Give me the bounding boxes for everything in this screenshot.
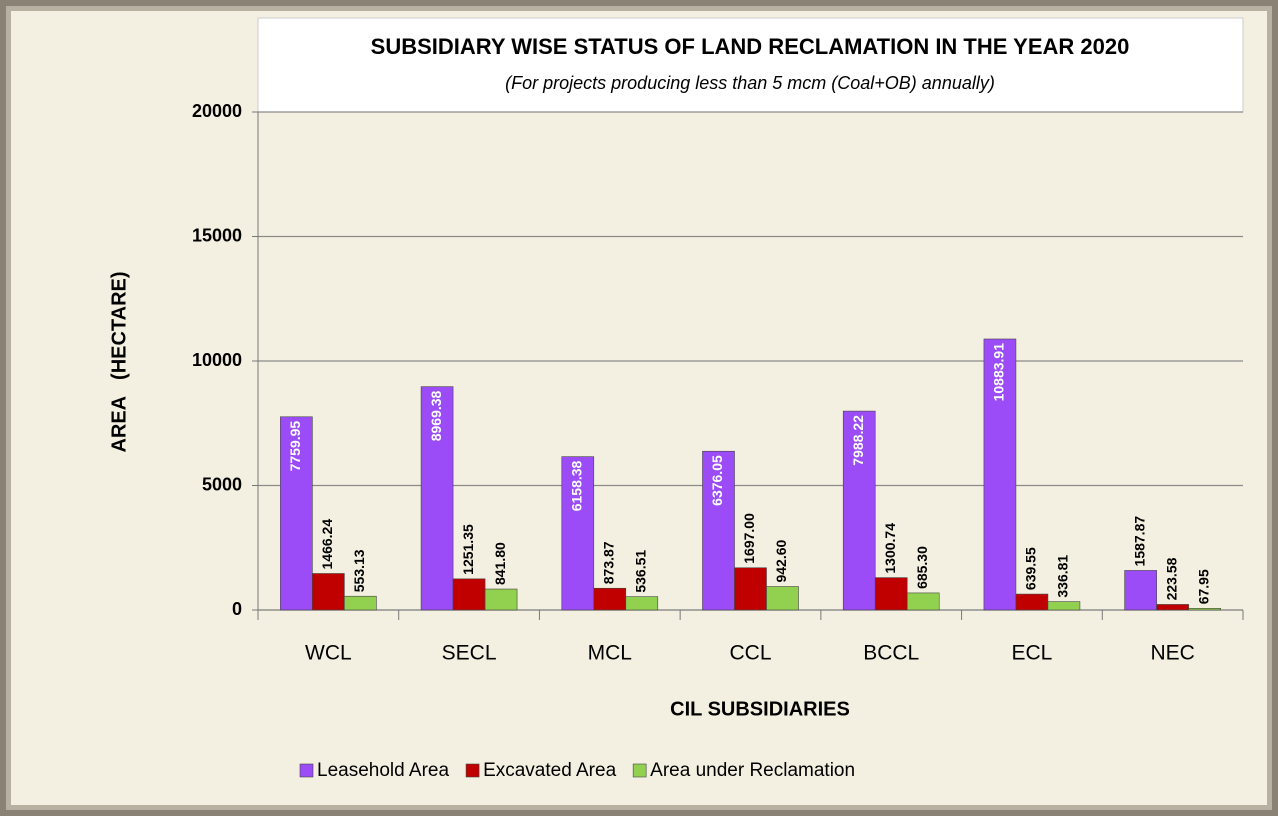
bar (983, 338, 1017, 611)
bar (484, 588, 518, 611)
legend-swatch (465, 763, 480, 778)
bar (280, 416, 313, 611)
value-label: 7988.22 (850, 415, 866, 466)
chart-background (11, 11, 1267, 805)
value-label: 6158.38 (568, 460, 584, 511)
bar (842, 410, 876, 611)
legend-label: Area under Reclamation (650, 760, 855, 781)
value-label: 336.81 (1055, 555, 1071, 598)
value-label: 841.80 (492, 542, 508, 585)
x-tick-label: CCL (729, 642, 771, 665)
bar (312, 573, 345, 611)
x-axis-title: CIL SUBSIDIARIES (670, 698, 850, 720)
y-tick-label: 10000 (192, 350, 242, 370)
value-label: 6376.05 (709, 455, 725, 506)
value-label: 67.95 (1195, 569, 1211, 604)
bar (1156, 604, 1189, 611)
title-box (257, 17, 1244, 113)
bar (1047, 601, 1081, 611)
legend-swatch (299, 763, 314, 778)
value-label: 223.58 (1163, 557, 1179, 600)
chart-subtitle: (For projects producing less than 5 mcm … (505, 73, 995, 93)
bar (734, 567, 767, 611)
bar (452, 578, 486, 611)
chart-title: SUBSIDIARY WISE STATUS OF LAND RECLAMATI… (371, 34, 1130, 59)
value-label: 7759.95 (287, 421, 303, 472)
x-tick-label: BCCL (863, 642, 919, 665)
bar (1188, 608, 1221, 611)
y-tick-label: 5000 (202, 474, 242, 494)
bar (766, 586, 799, 611)
value-label: 1251.35 (460, 524, 476, 575)
value-label: 873.87 (600, 541, 616, 584)
legend-label: Leasehold Area (317, 760, 449, 781)
value-label: 1300.74 (882, 523, 898, 574)
value-label: 10883.91 (991, 343, 1007, 402)
bar (874, 577, 908, 611)
x-tick-label: ECL (1011, 642, 1052, 665)
x-tick-label: WCL (305, 642, 352, 665)
x-tick-label: SECL (442, 642, 497, 665)
legend-swatch (632, 763, 647, 778)
bar (420, 386, 454, 611)
value-label: 685.30 (914, 546, 930, 589)
x-tick-label: NEC (1150, 642, 1194, 665)
value-label: 553.13 (351, 549, 367, 592)
y-axis-title: AREA (HECTARE) (108, 271, 130, 452)
value-label: 1697.00 (741, 513, 757, 564)
y-tick-label: 0 (232, 599, 242, 619)
y-tick-label: 20000 (192, 101, 242, 121)
bar (593, 587, 627, 611)
bar (344, 595, 377, 611)
bar (561, 456, 595, 611)
value-label: 942.60 (773, 539, 789, 582)
bar (1124, 570, 1157, 611)
bar (625, 596, 659, 611)
legend-label: Excavated Area (483, 760, 617, 781)
bar (702, 450, 735, 611)
value-label: 1466.24 (319, 519, 335, 570)
value-label: 639.55 (1023, 547, 1039, 590)
bar (906, 592, 940, 611)
value-label: 536.51 (632, 550, 648, 593)
value-label: 8969.38 (428, 390, 444, 441)
x-tick-label: MCL (588, 642, 632, 665)
y-tick-label: 15000 (192, 225, 242, 245)
value-label: 1587.87 (1131, 516, 1147, 567)
bar (1015, 593, 1049, 611)
